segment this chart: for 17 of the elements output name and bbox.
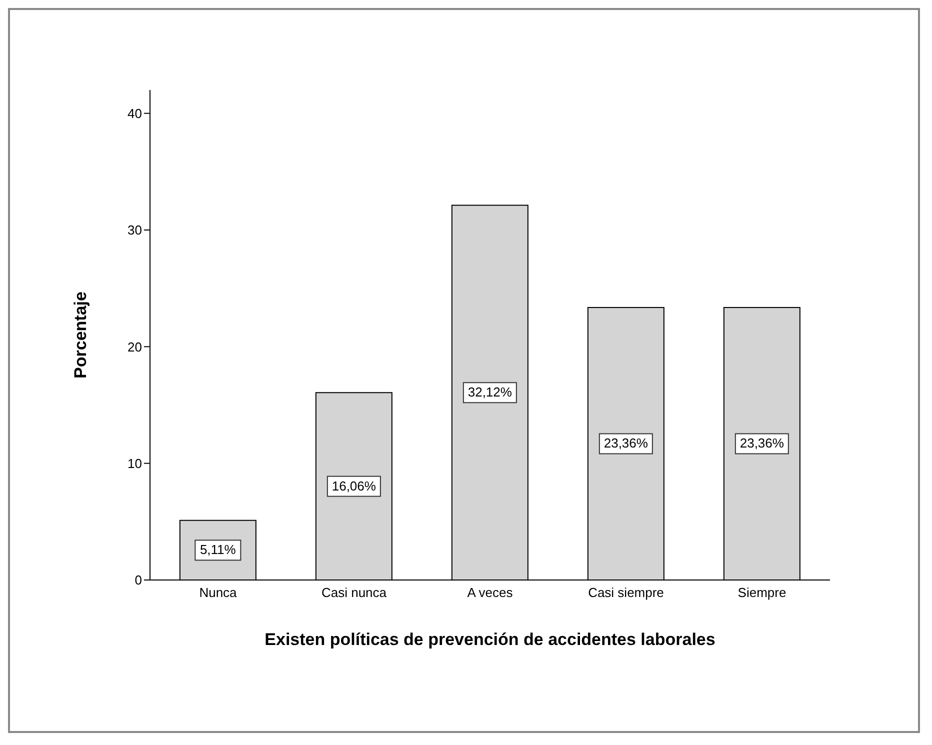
x-tick-label: Casi nunca <box>321 585 388 600</box>
x-tick-label: A veces <box>467 585 514 600</box>
y-tick-label: 20 <box>128 339 142 354</box>
y-tick-label: 40 <box>128 106 142 121</box>
y-tick-label: 0 <box>134 572 142 588</box>
data-label: 32,12% <box>468 384 512 400</box>
y-tick-label: 10 <box>128 456 142 471</box>
x-tick-label: Siempre <box>738 585 786 600</box>
y-axis-title: Porcentaje <box>71 292 90 378</box>
data-label: 16,06% <box>332 478 376 494</box>
x-tick-label: Nunca <box>199 585 238 600</box>
data-label: 23,36% <box>740 436 784 451</box>
y-tick-label: 30 <box>128 222 142 238</box>
data-label: 5,11% <box>200 542 236 558</box>
data-label: 23,36% <box>604 436 648 451</box>
x-axis-title: Existen políticas de prevención de accidentes laborales <box>264 630 716 649</box>
x-tick-label: Casi siempre <box>588 585 664 600</box>
